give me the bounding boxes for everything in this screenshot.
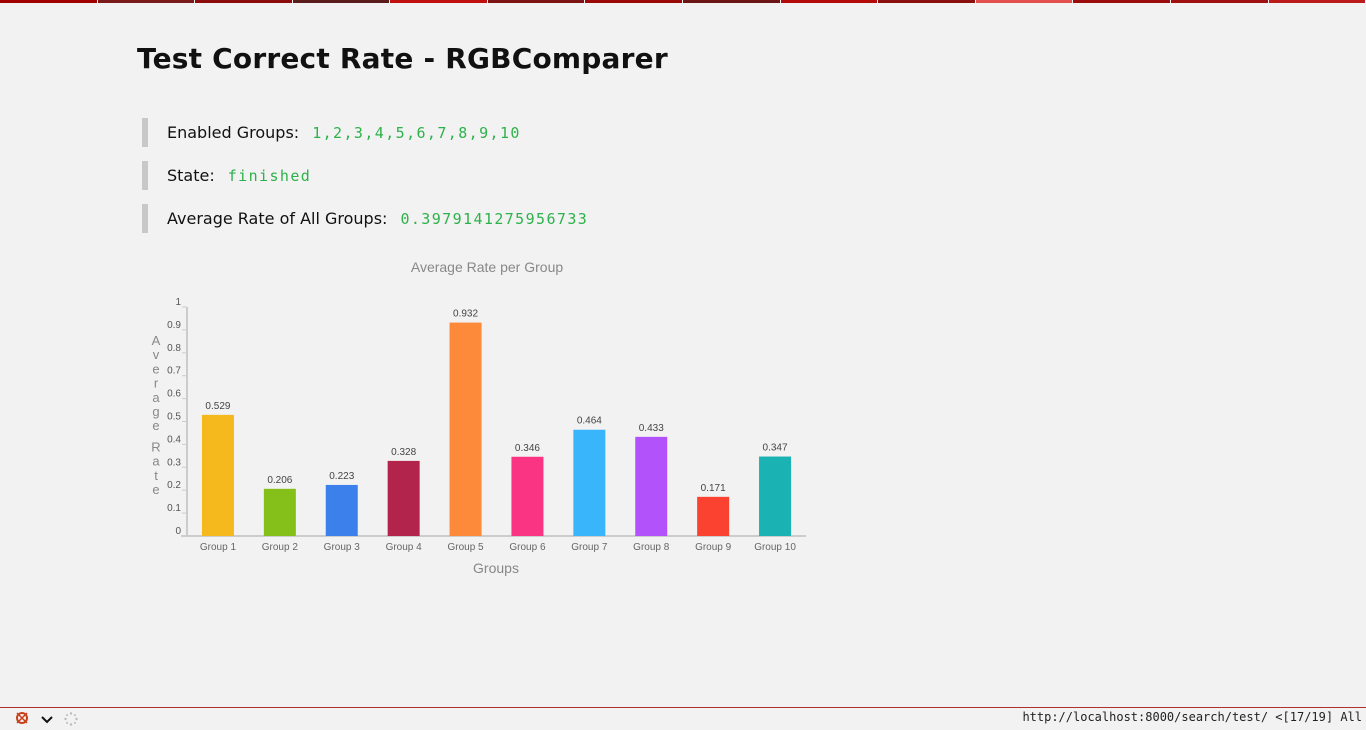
bar bbox=[387, 460, 420, 536]
bar-value-label: 0.223 bbox=[329, 471, 354, 482]
y-axis-label-char: v bbox=[153, 347, 160, 362]
x-tick-label: Group 4 bbox=[386, 542, 423, 553]
y-tick-label: 0.6 bbox=[167, 389, 181, 400]
x-tick-label: Group 10 bbox=[754, 542, 796, 553]
x-tick-label: Group 5 bbox=[447, 542, 484, 553]
top-bar-segment bbox=[780, 0, 879, 3]
y-tick-label: 0.5 bbox=[167, 412, 181, 423]
y-tick-label: 0 bbox=[175, 526, 181, 537]
bar bbox=[325, 484, 358, 536]
chevron-down-icon[interactable] bbox=[41, 711, 53, 730]
bar bbox=[697, 496, 730, 536]
enabled-groups-label: Enabled Groups: bbox=[167, 123, 300, 142]
y-axis-label-char: R bbox=[151, 439, 160, 454]
status-bar: http://localhost:8000/search/test/ <[17/… bbox=[0, 707, 1366, 729]
bar-value-label: 0.433 bbox=[639, 423, 664, 434]
average-rate-row: Average Rate of All Groups: 0.3979141275… bbox=[142, 204, 588, 233]
window-top-bar bbox=[0, 0, 1366, 3]
bar-value-label: 0.529 bbox=[205, 401, 230, 412]
x-tick-label: Group 3 bbox=[324, 542, 361, 553]
bar-value-label: 0.932 bbox=[453, 309, 478, 320]
status-url: http://localhost:8000/search/test/ <[17/… bbox=[1022, 710, 1362, 724]
state-label: State: bbox=[167, 166, 215, 185]
bar bbox=[635, 436, 668, 536]
y-axis-label-char: a bbox=[152, 390, 160, 405]
bar-value-label: 0.328 bbox=[391, 447, 416, 458]
bar-value-label: 0.347 bbox=[763, 443, 788, 454]
enabled-groups-row: Enabled Groups: 1,2,3,4,5,6,7,8,9,10 bbox=[142, 118, 521, 147]
top-bar-segment bbox=[0, 0, 98, 3]
top-bar-segment bbox=[487, 0, 586, 3]
bar-value-label: 0.171 bbox=[701, 483, 726, 494]
bar bbox=[201, 414, 234, 536]
bar-value-label: 0.206 bbox=[267, 475, 292, 486]
top-bar-segment bbox=[585, 0, 684, 3]
top-bar-segment bbox=[97, 0, 196, 3]
y-axis-label-char: e bbox=[152, 361, 159, 376]
y-tick-label: 0.2 bbox=[167, 480, 181, 491]
x-tick-label: Group 7 bbox=[571, 542, 608, 553]
bar bbox=[573, 429, 606, 536]
x-tick-label: Group 1 bbox=[200, 542, 237, 553]
average-rate-label: Average Rate of All Groups: bbox=[167, 209, 388, 228]
y-axis-label-char: r bbox=[154, 376, 159, 391]
bar bbox=[759, 456, 792, 536]
state-value: finished bbox=[227, 166, 312, 185]
x-tick-label: Group 6 bbox=[509, 542, 546, 553]
app-logo-icon bbox=[14, 710, 30, 730]
top-bar-segment bbox=[1170, 0, 1269, 3]
page-title: Test Correct Rate - RGBComparer bbox=[137, 42, 668, 75]
y-tick-label: 0.1 bbox=[167, 503, 181, 514]
x-tick-label: Group 8 bbox=[633, 542, 670, 553]
chart-title: Average Rate per Group bbox=[411, 259, 563, 275]
loading-spinner-icon bbox=[64, 711, 78, 730]
x-axis-label: Groups bbox=[473, 560, 519, 576]
bar-chart: Average Rate per Group 0 0.1 0.2 0.3 0.4 0.5 0.… bbox=[151, 259, 806, 576]
enabled-groups-value: 1,2,3,4,5,6,7,8,9,10 bbox=[312, 123, 521, 142]
y-axis-label-char: A bbox=[152, 333, 161, 348]
bar bbox=[511, 456, 544, 536]
top-bar-segment bbox=[195, 0, 293, 3]
top-bar-segment bbox=[683, 0, 781, 3]
y-axis-label-char: g bbox=[152, 404, 159, 419]
y-tick-label: 0.7 bbox=[167, 366, 181, 377]
top-bar-segment bbox=[292, 0, 391, 3]
average-rate-value: 0.3979141275956733 bbox=[400, 209, 589, 228]
bar bbox=[449, 322, 482, 536]
y-tick-label: 0.3 bbox=[167, 457, 181, 468]
bar-value-label: 0.464 bbox=[577, 416, 602, 427]
x-tick-label: Group 9 bbox=[695, 542, 732, 553]
y-tick-label: 0.4 bbox=[167, 434, 181, 445]
bar-value-label: 0.346 bbox=[515, 443, 540, 454]
top-bar-segment bbox=[975, 0, 1074, 3]
y-tick-label: 0.9 bbox=[167, 320, 181, 331]
state-row: State: finished bbox=[142, 161, 311, 190]
top-bar-segment bbox=[878, 0, 976, 3]
x-tick-label: Group 2 bbox=[262, 542, 299, 553]
y-tick-label: 1 bbox=[175, 297, 181, 308]
bar bbox=[263, 488, 296, 536]
y-axis-label-char: a bbox=[152, 454, 160, 469]
top-bar-segment bbox=[1073, 0, 1171, 3]
y-tick-label: 0.8 bbox=[167, 343, 181, 354]
y-axis-label-char: e bbox=[152, 482, 159, 497]
y-axis-label-char: e bbox=[152, 418, 159, 433]
top-bar-segment bbox=[1268, 0, 1366, 3]
top-bar-segment bbox=[390, 0, 488, 3]
y-axis-label-char: t bbox=[154, 468, 158, 483]
